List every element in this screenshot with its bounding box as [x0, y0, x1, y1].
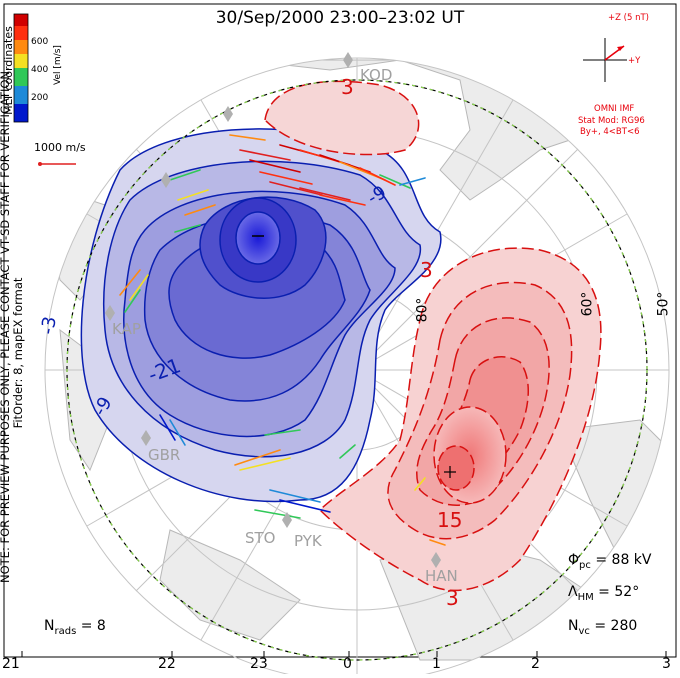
- station-gbr: GBR: [148, 446, 181, 464]
- mlt-tick-1: 1: [432, 656, 441, 672]
- station-sto: STO: [245, 529, 276, 547]
- station-pyk: PYK: [294, 532, 322, 550]
- colorbar-label: Vel [m/s]: [52, 45, 63, 85]
- imf-z-label: +Z (5 nT): [608, 13, 649, 23]
- mlt-tick-22: 22: [158, 656, 176, 672]
- stat-n-vc: Nvc = 280: [568, 618, 638, 637]
- velocity-vectors: [119, 134, 446, 546]
- plot-title: 30/Sep/2000 23:00–23:02 UT: [215, 8, 465, 28]
- mlt-ticks: [21, 651, 667, 657]
- latitude-label-80: 80°: [414, 297, 431, 323]
- stat-phi-pc: Φpc = 88 kV: [568, 552, 652, 571]
- stat-lambda-hm: ΛHM = 52°: [568, 584, 640, 603]
- positive-potential-cell: [264, 80, 602, 592]
- stat-n-vc-value: 280: [610, 618, 638, 634]
- contour-label-pos-3b: 3: [420, 258, 433, 282]
- imf-model: Stat Mod: RG96: [578, 116, 645, 126]
- negative-potential-cell: [80, 128, 442, 503]
- imf-source: OMNI IMF: [594, 104, 635, 114]
- latitude-label-60: 60°: [579, 291, 596, 317]
- imf-y-label: +Y: [628, 56, 641, 66]
- station-han: HAN: [425, 567, 458, 585]
- stat-phi-pc-value: 88 kV: [611, 552, 652, 568]
- colorbar-tick-400: 400: [31, 65, 49, 75]
- station-kod: KOD: [360, 66, 393, 84]
- mlt-tick-3: 3: [662, 656, 671, 672]
- preview-note: NOTE: FOR PREVIEW PURPOSES ONLY, PLEASE …: [0, 67, 25, 583]
- mlt-tick-2: 2: [531, 656, 540, 672]
- colorbar-tick-200: 200: [31, 93, 49, 103]
- station-markers: [105, 52, 441, 568]
- mlt-tick-21: 21: [2, 656, 20, 672]
- imf-clock-dial: [583, 38, 627, 82]
- plot-frame: [3, 3, 677, 658]
- stat-lambda-hm-value: 52°: [614, 584, 640, 600]
- contour-label-pos-3c: 3: [446, 586, 459, 610]
- colorbar-tick-600: 600: [31, 37, 49, 47]
- mlt-tick-0: 0: [343, 656, 352, 672]
- colorbar: [13, 13, 29, 123]
- convection-boundary-green: [66, 79, 648, 661]
- preview-note-line2: FitOrder: 8, mapEX format: [11, 277, 25, 429]
- stat-n-rads: Nrads = 8: [44, 618, 106, 637]
- contour-label-pos-15: 15: [437, 508, 463, 532]
- imf-condition: By+, 4<BT<6: [580, 127, 640, 137]
- mlt-tick-23: 23: [250, 656, 268, 672]
- vector-scale-label: 1000 m/s: [34, 141, 86, 154]
- contour-label-pos-3: 3: [341, 75, 354, 99]
- latitude-label-50: 50°: [655, 291, 672, 317]
- contour-label-neg-3: -3: [37, 314, 61, 337]
- stat-n-rads-value: 8: [96, 618, 106, 634]
- station-kap: KAP: [112, 320, 141, 338]
